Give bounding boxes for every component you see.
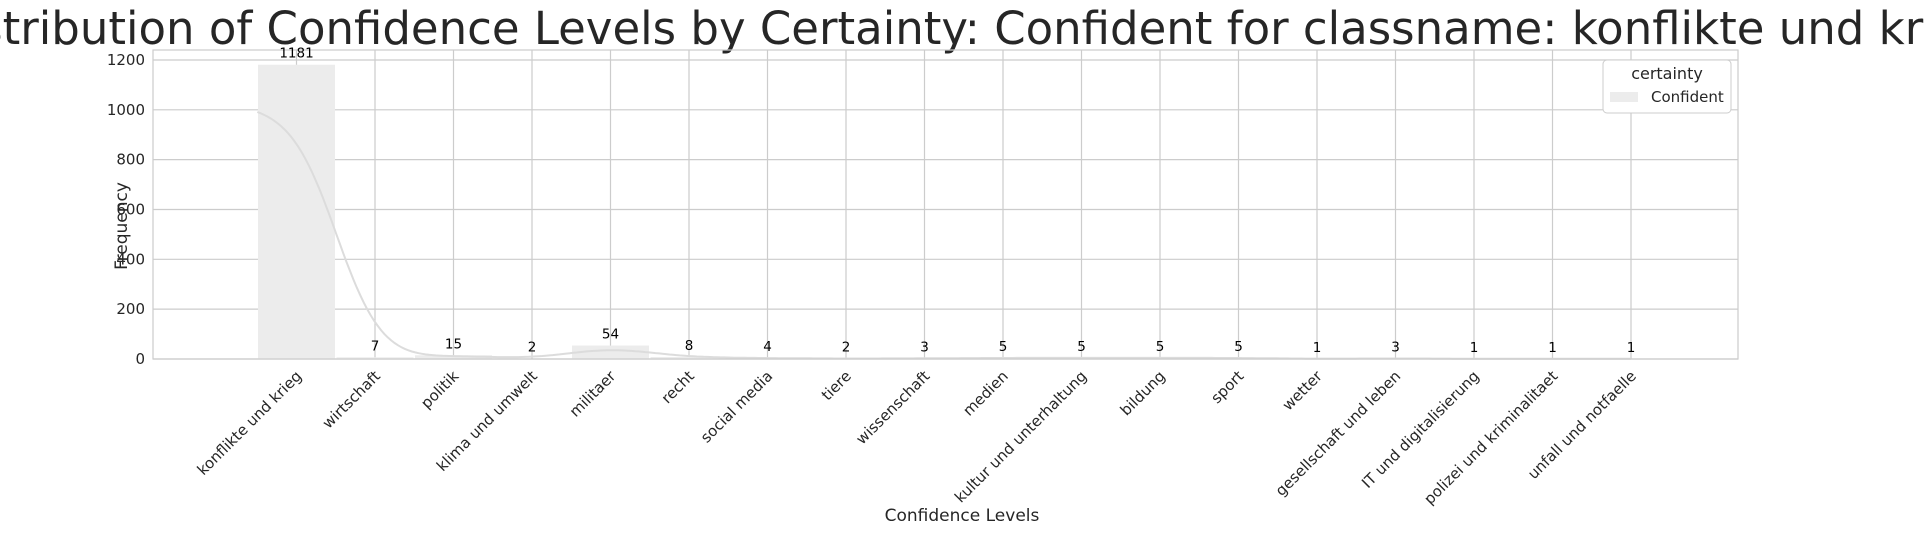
y-axis-label: Frequency bbox=[112, 182, 132, 270]
legend-entry-confident: Confident bbox=[1651, 88, 1724, 106]
bar-value-label: 5 bbox=[1234, 339, 1243, 355]
x-tick-label: sport bbox=[1207, 367, 1247, 407]
bar-value-label: 5 bbox=[999, 339, 1008, 355]
bar bbox=[415, 355, 492, 359]
y-axis-ticks: 0 200 400 600 800 1000 1200 bbox=[107, 51, 145, 368]
bar bbox=[650, 357, 728, 359]
bar-value-label: 2 bbox=[528, 340, 537, 356]
x-tick-label: konflikte und krieg bbox=[194, 367, 306, 479]
bar bbox=[258, 64, 335, 359]
x-tick-label: wetter bbox=[1279, 367, 1327, 415]
bar-value-label: 15 bbox=[445, 336, 462, 352]
bar-value-label: 8 bbox=[685, 338, 694, 354]
x-tick-label: gesellschaft und leben bbox=[1272, 367, 1405, 500]
bar-value-label: 5 bbox=[1156, 339, 1165, 355]
bar bbox=[572, 345, 649, 359]
y-tick-label: 1000 bbox=[107, 101, 145, 119]
bar-value-label: 3 bbox=[1391, 339, 1400, 355]
bar-value-label: 54 bbox=[602, 327, 619, 343]
plot-frame bbox=[152, 49, 1739, 360]
y-tick-label: 0 bbox=[135, 350, 145, 368]
legend-title: certainty bbox=[1631, 64, 1703, 83]
x-tick-label: bildung bbox=[1117, 367, 1169, 419]
bar-value-label: 1181 bbox=[279, 46, 313, 62]
chart-title: Distribution of Confidence Levels by Cer… bbox=[0, 2, 1925, 55]
x-tick-label: politik bbox=[417, 367, 462, 412]
bar-value-label: 5 bbox=[1077, 339, 1086, 355]
bar-value-label: 4 bbox=[763, 339, 772, 355]
bar-value-label: 1 bbox=[1627, 340, 1636, 356]
bar-value-label: 1 bbox=[1470, 340, 1479, 356]
y-tick-label: 200 bbox=[116, 300, 145, 318]
x-tick-label: polizei und kriminalitaet bbox=[1420, 367, 1561, 508]
x-tick-label: social media bbox=[697, 367, 776, 446]
legend: certainty Confident bbox=[1602, 59, 1732, 114]
x-tick-label: medien bbox=[959, 367, 1012, 420]
bar-value-label: 1 bbox=[1313, 340, 1322, 356]
bar-labels: 1181 7 15 2 54 8 4 2 3 5 5 5 5 1 3 1 1 1 bbox=[279, 46, 1635, 356]
y-tick-label: 1200 bbox=[107, 51, 145, 69]
grid bbox=[153, 50, 1738, 360]
x-tick-label: militaer bbox=[566, 367, 620, 421]
bar-value-label: 2 bbox=[842, 340, 851, 356]
kde-curve bbox=[256, 111, 1631, 360]
bar-value-label: 7 bbox=[371, 338, 380, 354]
x-tick-label: recht bbox=[658, 367, 698, 407]
y-tick-label: 800 bbox=[116, 151, 145, 169]
y-tick-label: 600 bbox=[116, 200, 145, 218]
x-axis-ticks: konflikte und krieg wirtschaft politikklim… bbox=[194, 367, 1640, 509]
bar-value-label: 1 bbox=[1548, 340, 1557, 356]
x-tick-label: wirtschaft bbox=[319, 367, 384, 432]
x-tick-label: tiere bbox=[818, 367, 855, 404]
x-tick-label: kultur und unterhaltung bbox=[951, 367, 1090, 506]
x-axis-label: Confidence Levels bbox=[885, 506, 1040, 526]
y-tick-label: 400 bbox=[116, 250, 145, 268]
bars bbox=[258, 64, 1670, 359]
legend-swatch bbox=[1610, 92, 1638, 102]
bar bbox=[336, 357, 414, 359]
x-tick-label: wissenschaft bbox=[852, 367, 933, 448]
bar-value-label: 3 bbox=[920, 339, 929, 355]
